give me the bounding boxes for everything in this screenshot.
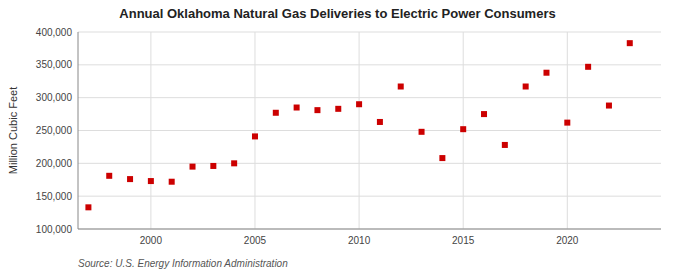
point	[335, 106, 341, 112]
point	[314, 107, 320, 113]
point	[460, 126, 466, 132]
x-axis: 2000 2005 2010 2015 2020	[78, 229, 661, 246]
x-grid-line	[567, 32, 568, 229]
title: Annual Oklahoma Natural Gas Deliveries t…	[119, 6, 555, 21]
y-tick-label: 200,000	[36, 158, 73, 169]
y-grid-line	[78, 64, 661, 65]
point	[210, 163, 216, 169]
y-grid-line	[78, 196, 661, 197]
point	[606, 103, 612, 109]
y-tick-label: 100,000	[36, 224, 73, 235]
x-axis-line	[78, 229, 661, 230]
y-axis-line	[78, 32, 79, 229]
y-grid-line	[78, 130, 661, 131]
x-tick-label: 2010	[348, 235, 371, 246]
point	[627, 40, 633, 46]
x-tick-label: 2020	[556, 235, 579, 246]
source-note: Source: U.S. Energy Information Administ…	[78, 258, 288, 269]
chart-container: Annual Oklahoma Natural Gas Deliveries t…	[0, 0, 675, 275]
y-axis-label: Million Cubic Feet	[7, 87, 19, 174]
point	[127, 176, 133, 182]
y-tick-label: 400,000	[36, 27, 73, 38]
point	[252, 133, 258, 139]
point	[294, 105, 300, 111]
point	[377, 119, 383, 125]
point	[481, 111, 487, 117]
point	[398, 84, 404, 90]
x-grid-line	[254, 32, 255, 229]
point	[502, 142, 508, 148]
chart-svg: Annual Oklahoma Natural Gas Deliveries t…	[0, 0, 675, 275]
point	[564, 120, 570, 126]
x-tick-label: 2005	[244, 235, 267, 246]
y-axis: 100,000 150,000 200,000 250,000 300,000 350,0…	[36, 27, 78, 235]
point	[543, 70, 549, 76]
point	[585, 64, 591, 70]
point	[273, 110, 279, 116]
point	[356, 101, 362, 107]
point	[523, 84, 529, 90]
point	[148, 178, 154, 184]
x-grid-line	[359, 32, 360, 229]
point	[190, 164, 196, 170]
y-tick-label: 150,000	[36, 191, 73, 202]
point	[106, 173, 112, 179]
point	[169, 179, 175, 185]
x-grid-line	[150, 32, 151, 229]
y-grid-line	[78, 32, 661, 33]
point	[419, 129, 425, 135]
y-tick-label: 250,000	[36, 125, 73, 136]
y-tick-label: 350,000	[36, 59, 73, 70]
point	[439, 155, 445, 161]
point	[85, 204, 91, 210]
y-tick-label: 300,000	[36, 92, 73, 103]
x-tick-label: 2000	[140, 235, 163, 246]
point	[231, 160, 237, 166]
y-grid-line	[78, 97, 661, 98]
points	[85, 40, 632, 210]
y-grid-line	[78, 229, 661, 230]
grid	[78, 32, 661, 229]
x-tick-label: 2015	[452, 235, 475, 246]
y-grid-line	[78, 163, 661, 164]
